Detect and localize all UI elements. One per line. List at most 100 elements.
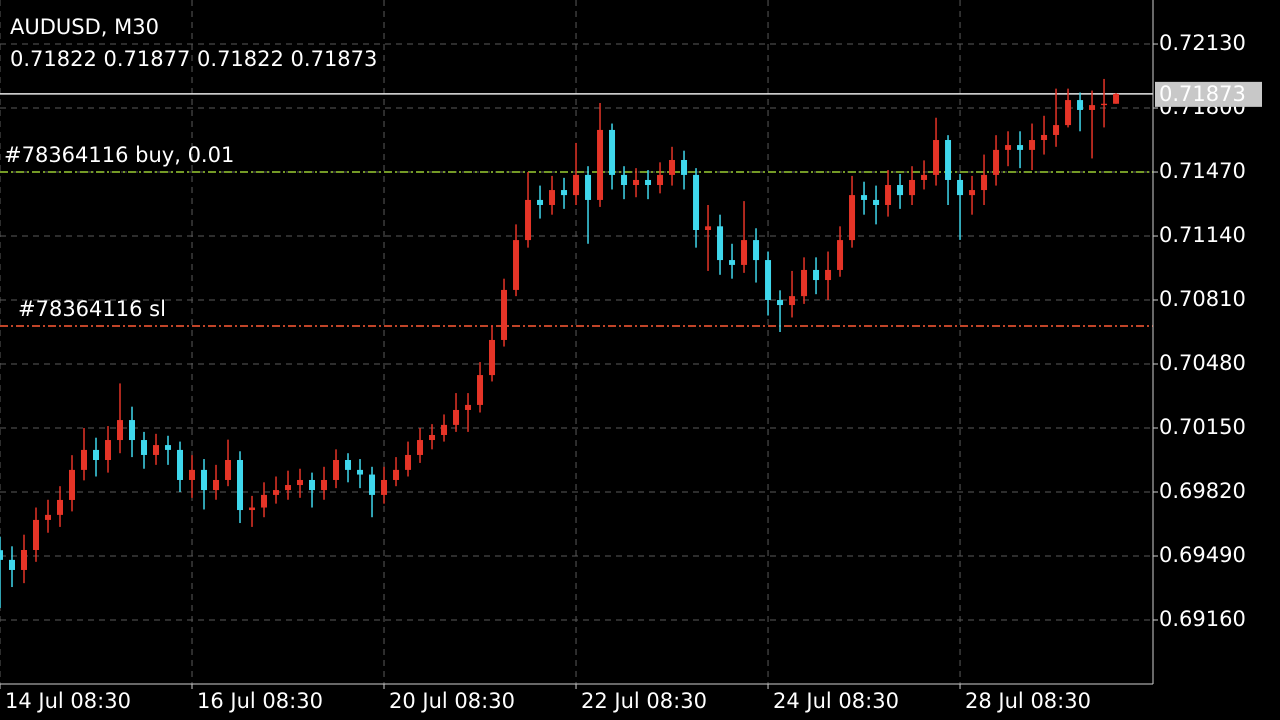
order-level-label: #78364116 buy, 0.01 bbox=[4, 143, 234, 167]
candle-body bbox=[297, 479, 304, 486]
candle-body bbox=[573, 174, 580, 196]
candle-body bbox=[1077, 100, 1084, 110]
candle-body bbox=[609, 129, 616, 175]
candle-body bbox=[225, 460, 232, 480]
candle-body bbox=[45, 514, 52, 520]
x-tick-label: 22 Jul 08:30 bbox=[581, 689, 707, 713]
candle-body bbox=[1041, 134, 1048, 141]
candle-body bbox=[597, 129, 604, 200]
candle-body bbox=[885, 185, 892, 205]
candle-body bbox=[117, 420, 124, 441]
candles bbox=[0, 78, 1120, 608]
candle-body bbox=[249, 507, 256, 511]
candle-body bbox=[813, 269, 820, 281]
candle-body bbox=[129, 420, 136, 441]
candle-body bbox=[549, 190, 556, 205]
candle-body bbox=[333, 460, 340, 480]
candle-body bbox=[921, 174, 928, 180]
candle-body bbox=[897, 185, 904, 196]
candle-body bbox=[465, 404, 472, 410]
candle-body bbox=[321, 479, 328, 491]
candle-body bbox=[633, 179, 640, 186]
y-tick-label: 0.70480 bbox=[1159, 351, 1246, 375]
y-tick-label: 0.72130 bbox=[1159, 31, 1246, 55]
y-tick-label: 0.70150 bbox=[1159, 415, 1246, 439]
candle-body bbox=[1017, 145, 1024, 150]
candle-body bbox=[81, 449, 88, 470]
candle-body bbox=[657, 174, 664, 186]
order-level-label: #78364116 sl bbox=[18, 297, 166, 321]
candle-body bbox=[273, 490, 280, 495]
y-tick-label: 0.70810 bbox=[1159, 287, 1246, 311]
candle-body bbox=[381, 479, 388, 495]
candle-body bbox=[777, 300, 784, 306]
candle-body bbox=[765, 260, 772, 301]
y-tick-label: 0.69490 bbox=[1159, 543, 1246, 567]
candle-body bbox=[57, 499, 64, 515]
candle-body bbox=[261, 494, 268, 508]
candle-body bbox=[837, 240, 844, 270]
candle-body bbox=[405, 454, 412, 470]
x-tick-label: 28 Jul 08:30 bbox=[965, 689, 1091, 713]
candle-body bbox=[1029, 140, 1036, 150]
candle-body bbox=[981, 174, 988, 191]
candle-body bbox=[969, 190, 976, 196]
levels: #78364116 buy, 0.01 #78364116 sl bbox=[0, 93, 1153, 327]
candle-body bbox=[237, 460, 244, 511]
candle-body bbox=[741, 240, 748, 265]
candle-body bbox=[1101, 103, 1108, 106]
candle-body bbox=[909, 179, 916, 196]
chart-title: AUDUSD, M30 bbox=[10, 15, 159, 39]
candle-body bbox=[705, 226, 712, 231]
candle-body bbox=[453, 409, 460, 425]
candle-body bbox=[933, 140, 940, 175]
candle-body bbox=[1089, 105, 1096, 110]
candle-body bbox=[201, 469, 208, 491]
candle-body bbox=[621, 174, 628, 186]
candle-body bbox=[873, 199, 880, 205]
candle-body bbox=[441, 424, 448, 435]
candle-body bbox=[153, 445, 160, 455]
candle-body bbox=[345, 460, 352, 470]
candle-body bbox=[357, 469, 364, 475]
candle-body bbox=[501, 289, 508, 340]
last-price-label: 0.71873 bbox=[1159, 82, 1246, 106]
candle-body bbox=[33, 519, 40, 550]
last-price-box bbox=[1155, 81, 1262, 107]
x-tick-label: 20 Jul 08:30 bbox=[389, 689, 515, 713]
candle-body bbox=[1053, 125, 1060, 135]
candle-body bbox=[69, 469, 76, 500]
candle-body bbox=[945, 140, 952, 180]
candle-body bbox=[141, 440, 148, 455]
y-tick-label: 0.71140 bbox=[1159, 223, 1246, 247]
candle-body bbox=[825, 269, 832, 281]
candle-body bbox=[393, 469, 400, 480]
candle-body bbox=[93, 449, 100, 461]
candle-body bbox=[105, 440, 112, 461]
candle-body bbox=[513, 240, 520, 290]
y-tick-label: 0.69820 bbox=[1159, 479, 1246, 503]
candle-body bbox=[681, 159, 688, 175]
ohlc-readout: 0.71822 0.71877 0.71822 0.71873 bbox=[10, 47, 377, 71]
candle-body bbox=[9, 559, 16, 570]
candle-body bbox=[0, 550, 4, 560]
candle-body bbox=[957, 179, 964, 196]
y-tick-label: 0.71470 bbox=[1159, 159, 1246, 183]
candle-body bbox=[993, 149, 1000, 175]
candle-body bbox=[213, 479, 220, 491]
candle-body bbox=[753, 240, 760, 261]
candle-body bbox=[789, 296, 796, 306]
candle-body bbox=[525, 199, 532, 241]
candle-body bbox=[729, 260, 736, 265]
candle-body bbox=[285, 485, 292, 491]
candle-body bbox=[477, 375, 484, 405]
candle-body bbox=[645, 179, 652, 186]
candle-body bbox=[585, 174, 592, 200]
candle-body bbox=[165, 445, 172, 450]
candle-body bbox=[21, 549, 28, 570]
candle-body bbox=[849, 195, 856, 241]
candle-body bbox=[801, 269, 808, 297]
candle-body bbox=[417, 440, 424, 455]
x-tick-label: 16 Jul 08:30 bbox=[197, 689, 323, 713]
